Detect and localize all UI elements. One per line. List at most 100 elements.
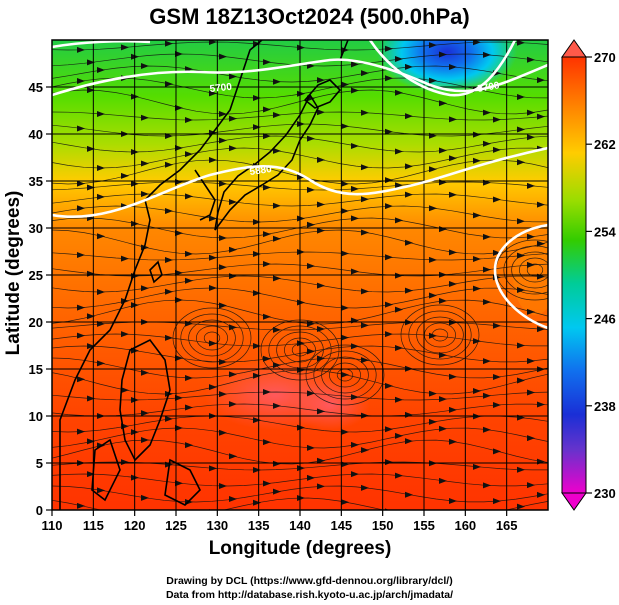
streamline-arrow bbox=[229, 371, 237, 378]
x-tick-label: 140 bbox=[289, 518, 311, 533]
streamline-arrow bbox=[473, 388, 481, 395]
streamline-arrow bbox=[273, 488, 281, 495]
streamline-arrow bbox=[351, 142, 359, 149]
streamline-arrow bbox=[263, 439, 271, 446]
streamline-arrow bbox=[307, 444, 315, 451]
streamline-arrow bbox=[297, 495, 305, 502]
streamline-arrow bbox=[307, 221, 315, 228]
streamline-arrow bbox=[439, 425, 447, 432]
streamline-arrow bbox=[97, 288, 105, 295]
streamline-arrow bbox=[483, 51, 491, 58]
streamline-arrow bbox=[405, 438, 413, 445]
streamline-arrow bbox=[297, 174, 305, 181]
streamline-arrow bbox=[307, 348, 315, 355]
streamline-arrow bbox=[429, 205, 437, 212]
streamline-arrow bbox=[449, 406, 457, 413]
streamline-arrow bbox=[141, 63, 149, 70]
streamline-arrow bbox=[395, 56, 403, 63]
streamline-arrow bbox=[483, 140, 491, 147]
streamline-arrow bbox=[141, 410, 149, 417]
streamline-arrow bbox=[527, 182, 535, 189]
streamline-arrow bbox=[385, 177, 393, 184]
streamline-arrow bbox=[341, 180, 349, 187]
streamline-arrow bbox=[273, 78, 281, 85]
streamline-arrow bbox=[209, 40, 217, 46]
colorbar-tick-label: 254 bbox=[594, 224, 616, 239]
y-tick-label: 40 bbox=[29, 127, 43, 142]
streamline-arrow bbox=[253, 124, 261, 131]
streamline-arrow bbox=[297, 299, 305, 306]
streamline-arrow bbox=[97, 233, 105, 240]
streamline-arrow bbox=[77, 77, 85, 84]
streamline-arrow bbox=[493, 498, 501, 505]
streamline-arrow bbox=[361, 322, 369, 329]
streamline-arrow bbox=[273, 362, 281, 369]
streamline-arrow bbox=[395, 396, 403, 403]
streamline-arrow bbox=[351, 394, 359, 401]
streamline-arrow bbox=[395, 217, 403, 224]
vortex-ring bbox=[511, 251, 548, 289]
streamline-arrow bbox=[263, 184, 271, 191]
streamline-arrow bbox=[307, 186, 315, 193]
streamline-arrow bbox=[537, 113, 545, 120]
streamline-arrow bbox=[229, 495, 237, 502]
streamline-arrow bbox=[473, 338, 481, 345]
streamline-arrow bbox=[449, 155, 457, 162]
temperature-field: 5700 5700 5880 bbox=[52, 40, 548, 510]
streamline-arrow bbox=[253, 290, 261, 297]
streamline-arrow bbox=[185, 193, 193, 200]
streamline-arrow bbox=[517, 94, 525, 101]
streamline-arrow bbox=[341, 499, 349, 506]
streamline-arrow bbox=[429, 292, 437, 299]
x-tick-label: 165 bbox=[496, 518, 518, 533]
streamline-arrow bbox=[537, 201, 545, 208]
y-tick-label: 15 bbox=[29, 362, 43, 377]
streamline-arrow bbox=[77, 125, 85, 132]
colorbar-tick-label: 262 bbox=[594, 137, 616, 152]
streamline-arrow bbox=[517, 218, 525, 225]
streamline-arrow bbox=[341, 304, 349, 311]
streamline-arrow bbox=[405, 191, 413, 198]
streamline-arrow bbox=[493, 401, 501, 408]
streamline-arrow bbox=[517, 126, 525, 133]
streamline-arrow bbox=[165, 415, 173, 422]
vortex-ring bbox=[503, 245, 548, 295]
streamline-arrow bbox=[87, 59, 95, 66]
streamline-arrow bbox=[219, 137, 227, 144]
streamline-arrow bbox=[385, 426, 393, 433]
streamline-arrow bbox=[395, 345, 403, 352]
streamline-arrow bbox=[341, 334, 349, 341]
y-tick-label: 25 bbox=[29, 268, 43, 283]
streamline-arrow bbox=[209, 285, 217, 292]
streamline-arrow bbox=[473, 131, 481, 138]
streamline-arrow bbox=[77, 502, 85, 509]
streamline-arrow bbox=[307, 263, 315, 270]
streamline-arrow bbox=[351, 268, 359, 275]
streamline-arrow bbox=[165, 81, 173, 88]
x-tick-label: 155 bbox=[413, 518, 435, 533]
streamline-arrow bbox=[165, 40, 173, 47]
streamline-arrow bbox=[385, 203, 393, 210]
streamline-arrow bbox=[473, 40, 481, 46]
streamline-arrow bbox=[517, 466, 525, 473]
y-tick-label: 10 bbox=[29, 409, 43, 424]
streamline-arrow bbox=[341, 428, 349, 435]
streamline-arrow bbox=[527, 482, 535, 489]
streamline-arrow bbox=[229, 401, 237, 408]
streamline-arrow bbox=[253, 342, 261, 349]
contour-label-group: 5700 5700 5880 bbox=[209, 80, 501, 178]
streamline-arrow bbox=[185, 250, 193, 257]
colorbar-tick-label: 270 bbox=[594, 50, 616, 65]
height-contours bbox=[52, 40, 548, 330]
streamline-arrow bbox=[229, 453, 237, 460]
streamline-arrow bbox=[317, 77, 325, 84]
streamline-arrow bbox=[483, 109, 491, 116]
streamline-arrow bbox=[527, 389, 535, 396]
streamline-arrow bbox=[77, 205, 85, 212]
y-tick-label: 0 bbox=[36, 503, 43, 518]
streamline-arrow bbox=[165, 256, 173, 263]
streamline-arrow bbox=[263, 355, 271, 362]
streamline-arrow bbox=[229, 145, 237, 152]
streamline-arrow bbox=[175, 425, 183, 432]
streamline-arrow bbox=[517, 252, 525, 259]
